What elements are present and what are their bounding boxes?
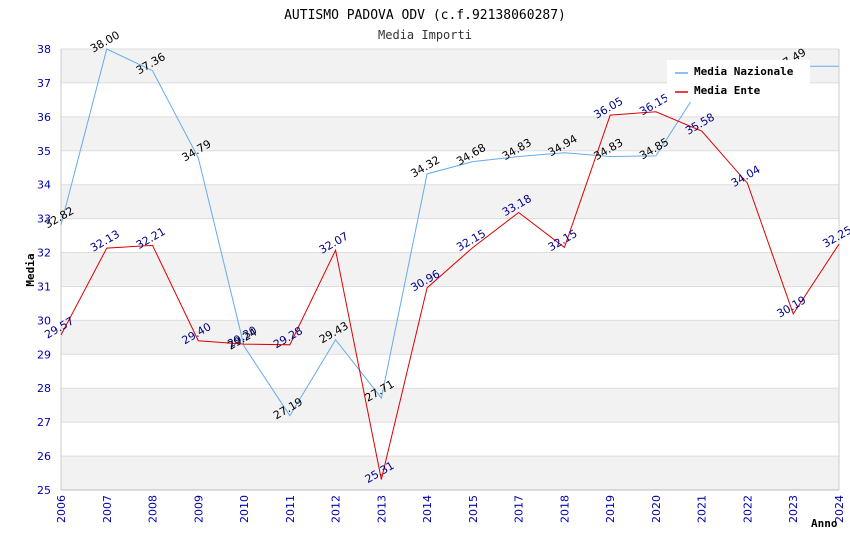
y-tick-label: 37	[37, 77, 51, 90]
legend: Media Nazionale Media Ente	[667, 60, 810, 102]
y-tick-label: 35	[37, 145, 51, 158]
legend-label-media-nazionale: Media Nazionale	[694, 65, 794, 78]
plot-band	[61, 320, 839, 355]
plot-background	[61, 49, 839, 490]
chart-subtitle: Media Importi	[378, 28, 472, 42]
x-axis-label: Anno	[811, 517, 838, 530]
x-tick-label: 2024	[833, 495, 846, 523]
plot-band	[61, 116, 839, 151]
x-tick-label: 2007	[101, 495, 114, 523]
y-tick-label: 27	[37, 416, 51, 429]
x-tick-label: 2006	[55, 495, 68, 523]
plot-band	[61, 184, 839, 219]
y-tick-label: 31	[37, 280, 51, 293]
x-tick-label: 2008	[147, 495, 160, 523]
y-axis-label: Media	[24, 253, 37, 286]
plot-band	[61, 218, 839, 253]
y-tick-label: 30	[37, 314, 51, 327]
chart-title: AUTISMO PADOVA ODV (c.f.92138060287)	[284, 8, 566, 23]
x-tick-label: 2018	[558, 495, 571, 523]
x-tick-label: 2021	[696, 495, 709, 523]
plot-band	[61, 354, 839, 389]
x-tick-label: 2023	[787, 495, 800, 523]
x-tick-label: 2020	[650, 495, 663, 523]
y-tick-label: 28	[37, 382, 51, 395]
x-tick-label: 2019	[604, 495, 617, 523]
y-tick-label: 36	[37, 111, 51, 124]
x-tick-label: 2011	[284, 495, 297, 523]
y-tick-label: 25	[37, 484, 51, 497]
y-axis-ticks: 25 26 27 28 29 30 31 32 33 34 35 36 37 38	[37, 43, 51, 497]
x-tick-label: 2017	[513, 495, 526, 523]
y-tick-label: 29	[37, 348, 51, 361]
x-tick-label: 2013	[375, 495, 388, 523]
plot-band	[61, 422, 839, 457]
x-axis-ticks: 2006 2007 2008 2009 2010 2011 2012 2013 2014 2015…	[55, 495, 846, 523]
plot-band	[61, 286, 839, 321]
legend-box	[667, 60, 810, 102]
y-tick-label: 38	[37, 43, 51, 56]
plot-band	[61, 252, 839, 287]
y-tick-label: 34	[37, 179, 51, 192]
plot-band	[61, 456, 839, 490]
x-tick-label: 2014	[421, 495, 434, 523]
x-tick-label: 2012	[330, 495, 343, 523]
y-tick-label: 32	[37, 247, 51, 260]
legend-label-media-ente: Media Ente	[694, 84, 761, 97]
x-tick-label: 2010	[238, 495, 251, 523]
y-tick-label: 33	[37, 213, 51, 226]
plot-band	[61, 388, 839, 423]
x-tick-label: 2015	[467, 495, 480, 523]
series-line-media-ente	[60, 111, 840, 480]
y-tick-label: 26	[37, 450, 51, 463]
x-tick-label: 2009	[192, 495, 205, 523]
x-tick-label: 2022	[741, 495, 754, 523]
